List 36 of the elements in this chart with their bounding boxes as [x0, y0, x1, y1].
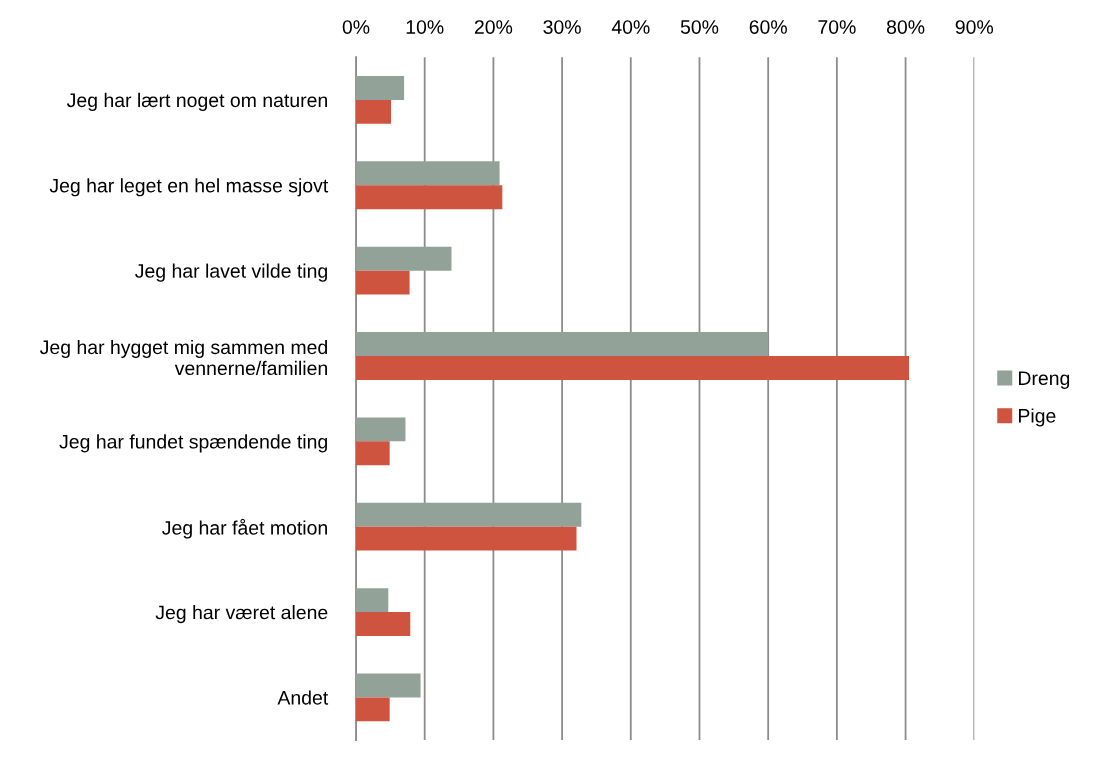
bar	[356, 76, 405, 100]
bar	[356, 332, 769, 356]
bar	[356, 161, 500, 186]
bar	[356, 588, 389, 613]
x-tick-label: 50%	[680, 20, 719, 34]
x-tick-label: 30%	[543, 20, 581, 34]
x-tick-label: 90%	[955, 20, 994, 34]
y-tick-label: Jeg har leget en hel masse sjovt	[49, 178, 329, 197]
x-tick-label: 10%	[406, 20, 444, 34]
bar	[356, 417, 406, 442]
x-tick-label: 60%	[749, 20, 787, 34]
bar	[356, 99, 392, 124]
legend-label: Dreng	[1018, 371, 1070, 389]
y-tick-label: Jeg har lært noget om naturen	[66, 92, 327, 111]
bar	[356, 502, 582, 527]
y-tick-label: Jeg har lavet vilde ting	[135, 263, 327, 282]
x-tick-label: 80%	[886, 20, 925, 34]
x-tick-label: 0%	[342, 20, 370, 34]
bar	[356, 246, 452, 271]
y-tick-label: Jeg har været alene	[155, 605, 328, 624]
x-tick-label: 70%	[818, 20, 856, 34]
bar	[356, 526, 577, 551]
bar	[356, 673, 421, 698]
bar	[356, 185, 503, 210]
x-tick-label: 40%	[611, 20, 650, 34]
bar	[356, 697, 390, 722]
legend-label: Pige	[1018, 408, 1056, 427]
y-tick-label: Jeg har fået motion	[162, 518, 327, 539]
y-tick-label: Jeg har fundet spændende ting	[59, 434, 327, 453]
bar	[356, 612, 411, 636]
x-tick-label: 20%	[474, 20, 513, 34]
y-tick-label: Jeg har hygget mig sammen med vennerne/familien	[39, 339, 327, 376]
bar	[356, 270, 410, 295]
y-tick-label: Andet	[277, 690, 329, 705]
bar	[356, 355, 910, 380]
bar	[356, 441, 390, 466]
